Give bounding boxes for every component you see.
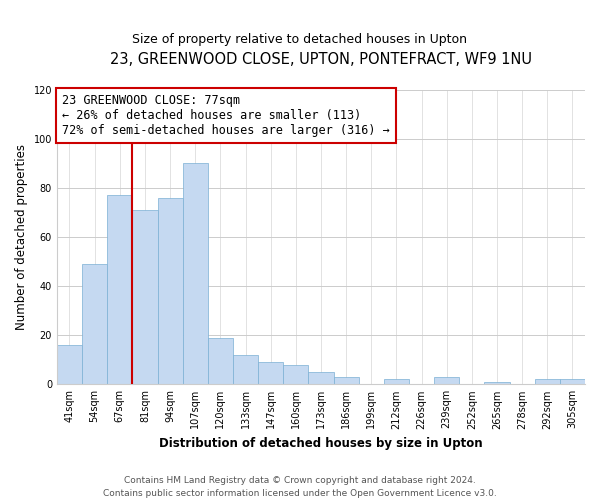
Bar (133, 210, 158, 384)
Bar (334, 377, 359, 384)
Bar (233, 355, 258, 384)
Bar (308, 372, 334, 384)
Text: Contains HM Land Registry data © Crown copyright and database right 2024.
Contai: Contains HM Land Registry data © Crown c… (103, 476, 497, 498)
Bar (434, 377, 459, 384)
Bar (182, 163, 208, 384)
Bar (158, 198, 182, 384)
Bar (384, 380, 409, 384)
Text: Size of property relative to detached houses in Upton: Size of property relative to detached ho… (133, 32, 467, 46)
Bar (560, 380, 585, 384)
Bar (208, 338, 233, 384)
Title: 23, GREENWOOD CLOSE, UPTON, PONTEFRACT, WF9 1NU: 23, GREENWOOD CLOSE, UPTON, PONTEFRACT, … (110, 52, 532, 68)
X-axis label: Distribution of detached houses by size in Upton: Distribution of detached houses by size … (159, 437, 483, 450)
Bar (484, 382, 509, 384)
Text: 23 GREENWOOD CLOSE: 77sqm
← 26% of detached houses are smaller (113)
72% of semi: 23 GREENWOOD CLOSE: 77sqm ← 26% of detac… (62, 94, 390, 137)
Bar (535, 380, 560, 384)
Bar (283, 364, 308, 384)
Bar (258, 362, 283, 384)
Bar (107, 195, 133, 384)
Y-axis label: Number of detached properties: Number of detached properties (15, 144, 28, 330)
Bar (82, 264, 107, 384)
Bar (57, 345, 82, 385)
